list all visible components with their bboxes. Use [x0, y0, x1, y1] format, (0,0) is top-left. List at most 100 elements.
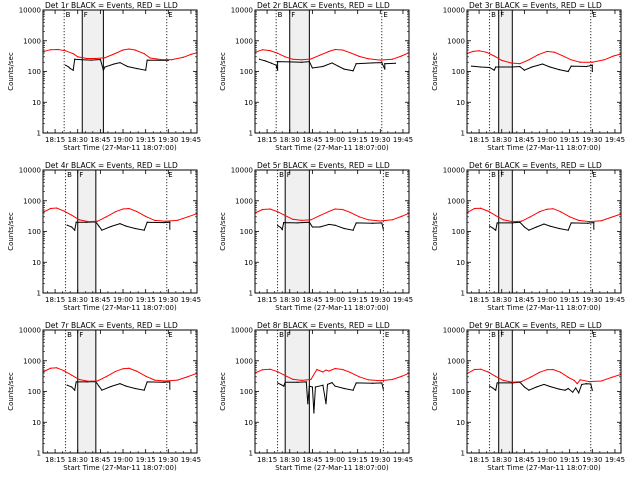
data-point-events	[110, 385, 112, 388]
series-line-lld	[42, 48, 198, 61]
data-point-events	[355, 222, 357, 224]
data-point-lld	[310, 219, 312, 221]
data-point-lld	[269, 49, 271, 52]
data-point-lld	[49, 207, 52, 210]
x-tick-label: 19:00	[113, 136, 133, 144]
data-point-lld	[570, 59, 572, 61]
data-point-lld	[341, 208, 344, 211]
data-point-lld	[473, 368, 476, 371]
chart-title-legend: BLACK = Events, RED = LLD	[69, 321, 178, 330]
data-point-events	[126, 65, 129, 68]
data-point-events	[125, 385, 127, 387]
y-tick-label: 10000	[19, 167, 41, 175]
data-point-events	[384, 63, 386, 65]
data-point-lld	[552, 368, 554, 371]
data-point-lld	[136, 370, 138, 372]
data-point-events	[311, 226, 313, 228]
data-point-events	[495, 229, 497, 231]
data-point-events	[331, 62, 333, 64]
data-point-lld	[95, 57, 97, 60]
x-tick-label: 18:45	[302, 456, 322, 464]
marker-label-f: F	[79, 331, 83, 339]
marker-label-b: B	[67, 331, 72, 339]
y-tick-label: 10	[32, 259, 41, 267]
data-point-events	[343, 227, 345, 230]
data-point-lld	[55, 367, 58, 369]
data-point-lld	[493, 55, 495, 57]
y-tick-label: 100	[452, 228, 465, 236]
chart-title: Det 3r BLACK = Events, RED = LLD	[469, 1, 602, 10]
data-point-lld	[87, 380, 89, 382]
y-tick-label: 1000	[235, 357, 253, 365]
y-tick-label: 10	[32, 99, 41, 107]
data-point-lld	[379, 220, 381, 222]
data-point-events	[134, 387, 136, 390]
data-point-lld	[176, 219, 178, 221]
marker-label-b: B	[67, 171, 72, 179]
data-point-lld	[71, 374, 73, 376]
data-point-lld	[261, 49, 264, 51]
data-point-lld	[134, 49, 136, 51]
chart-title: Det 8r BLACK = Events, RED = LLD	[257, 321, 390, 330]
chart-panel: Det 8r BLACK = Events, RED = LLD 1 10 100 10…	[219, 321, 413, 472]
y-tick-label: 100	[240, 68, 253, 76]
y-tick-label: 1	[461, 290, 465, 298]
chart-title-det: Det 1r	[45, 1, 69, 10]
chart-panel: Det 3r BLACK = Events, RED = LLD 1 10 100 10…	[431, 1, 625, 152]
data-point-events	[549, 225, 551, 227]
data-point-events	[296, 222, 298, 224]
chart-title-det: Det 3r	[469, 1, 493, 10]
data-point-lld	[149, 57, 151, 59]
marker-label-e: E	[383, 11, 387, 19]
data-point-lld	[187, 216, 189, 218]
shaded-interval	[285, 330, 310, 453]
x-tick-label: 18:45	[90, 296, 110, 304]
data-point-lld	[367, 58, 369, 60]
y-tick-label: 10	[244, 259, 253, 267]
y-tick-label: 100	[240, 228, 253, 236]
marker-label-f: F	[287, 171, 291, 179]
data-point-lld	[579, 61, 581, 63]
x-tick-label: 19:15	[136, 296, 156, 304]
data-point-events	[558, 388, 560, 390]
series-line-lld	[254, 208, 410, 222]
data-point-events	[355, 63, 357, 65]
data-point-events	[575, 387, 577, 389]
chart-panel: Det 5r BLACK = Events, RED = LLD 1 10 100 10…	[219, 161, 413, 312]
y-tick-label: 1000	[23, 197, 41, 205]
x-tick-label: 18:30	[280, 296, 300, 304]
data-point-lld	[538, 371, 541, 373]
data-point-events	[289, 61, 291, 63]
data-point-lld	[567, 376, 569, 378]
y-tick-label: 10000	[19, 327, 41, 335]
data-point-lld	[49, 367, 52, 369]
x-tick-label: 19:45	[605, 456, 625, 464]
data-point-lld	[269, 208, 271, 210]
y-tick-label: 1000	[23, 357, 41, 365]
plot-frame	[42, 169, 198, 294]
data-point-lld	[310, 58, 312, 60]
data-point-events	[355, 382, 357, 384]
data-point-lld	[349, 52, 351, 54]
x-axis-label: Start Time (27-Mar-11 18:07:00)	[487, 464, 601, 472]
x-tick-label: 19:00	[325, 136, 345, 144]
marker-label-b: B	[491, 11, 496, 19]
x-tick-label: 18:15	[257, 296, 277, 304]
data-point-events	[326, 383, 329, 386]
x-tick-label: 19:00	[325, 296, 345, 304]
data-point-lld	[511, 381, 513, 383]
data-point-lld	[611, 376, 613, 378]
data-point-events	[119, 223, 121, 225]
data-point-lld	[400, 375, 403, 377]
data-point-lld	[479, 368, 482, 370]
data-point-lld	[78, 219, 80, 221]
y-tick-label: 10000	[443, 167, 465, 175]
x-axis-label: Start Time (27-Mar-11 18:07:00)	[63, 144, 177, 152]
data-point-lld	[261, 369, 264, 371]
chart-title-det: Det 9r	[469, 321, 493, 330]
data-point-lld	[292, 58, 294, 60]
x-axis-label: Start Time (27-Mar-11 18:07:00)	[487, 304, 601, 312]
data-point-lld	[284, 56, 286, 58]
y-tick-label: 10000	[231, 7, 253, 15]
data-point-events	[570, 222, 572, 224]
